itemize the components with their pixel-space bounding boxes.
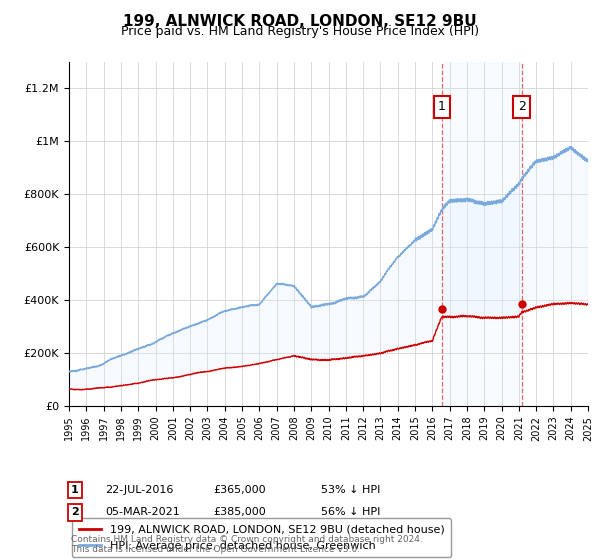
Text: 53% ↓ HPI: 53% ↓ HPI (321, 485, 380, 495)
Text: 2: 2 (518, 100, 526, 113)
Text: 1: 1 (71, 485, 79, 495)
Text: Price paid vs. HM Land Registry's House Price Index (HPI): Price paid vs. HM Land Registry's House … (121, 25, 479, 38)
Text: £385,000: £385,000 (213, 507, 266, 517)
Text: 199, ALNWICK ROAD, LONDON, SE12 9BU: 199, ALNWICK ROAD, LONDON, SE12 9BU (123, 14, 477, 29)
Text: 1: 1 (438, 100, 446, 113)
Text: 56% ↓ HPI: 56% ↓ HPI (321, 507, 380, 517)
Text: 2: 2 (71, 507, 79, 517)
Text: 22-JUL-2016: 22-JUL-2016 (105, 485, 173, 495)
Text: Contains HM Land Registry data © Crown copyright and database right 2024.
This d: Contains HM Land Registry data © Crown c… (71, 535, 422, 554)
Text: 05-MAR-2021: 05-MAR-2021 (105, 507, 180, 517)
Text: £365,000: £365,000 (213, 485, 266, 495)
Legend: 199, ALNWICK ROAD, LONDON, SE12 9BU (detached house), HPI: Average price, detach: 199, ALNWICK ROAD, LONDON, SE12 9BU (det… (72, 519, 451, 557)
Bar (442, 62, 522, 406)
